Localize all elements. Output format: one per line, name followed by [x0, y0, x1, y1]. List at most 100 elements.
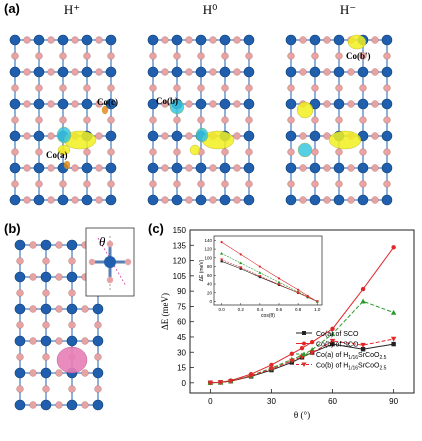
oxygen-atom — [287, 84, 295, 92]
charge-density-yellow — [347, 34, 367, 50]
charge-density-cyan — [297, 142, 313, 158]
cobalt-atom — [381, 66, 393, 78]
oxygen-atom — [233, 36, 241, 44]
oxygen-atom — [149, 52, 157, 60]
oxygen-atom — [71, 36, 79, 44]
oxygen-atom — [161, 36, 169, 44]
oxygen-atom — [71, 68, 79, 76]
cobalt-atom — [66, 399, 78, 411]
oxygen-atom — [347, 164, 355, 172]
cobalt-atom — [105, 130, 117, 142]
inset-y-tick-label: 100 — [204, 255, 212, 260]
charge-density-yellow — [328, 130, 362, 150]
structure-title-hminus: H⁻ — [340, 2, 356, 17]
cobalt-atom — [81, 194, 93, 206]
oxygen-atom — [16, 353, 24, 361]
oxygen-atom — [35, 116, 43, 124]
data-point — [217, 380, 224, 386]
inset-y-tick-label: 40 — [207, 282, 213, 287]
oxygen-atom — [11, 52, 19, 60]
inset-data-point — [277, 283, 281, 287]
oxygen-atom — [209, 36, 217, 44]
oxygen-atom — [299, 68, 307, 76]
cobalt-atom — [285, 66, 297, 78]
inset-series-4 — [220, 258, 319, 304]
cobalt-atom — [147, 162, 159, 174]
oxygen-atom — [23, 36, 31, 44]
oxygen-atom — [383, 148, 391, 156]
oxygen-atom — [83, 116, 91, 124]
hydrogen-atom — [63, 160, 71, 170]
oxygen-atom — [185, 68, 193, 76]
cobalt-atom — [381, 98, 393, 110]
legend: Co(a) of SCO Co(b) of SCO Co(a) of H1/16Sr… — [296, 331, 387, 372]
cobalt-atom — [81, 66, 93, 78]
cobalt-atom — [285, 194, 297, 206]
cobalt-atom — [195, 66, 207, 78]
oxygen-atom — [47, 132, 55, 140]
oxygen-atom — [42, 289, 50, 297]
x-tick-label: 30 — [267, 397, 276, 406]
oxygen-atom — [42, 353, 50, 361]
legend-marker — [301, 362, 307, 367]
cobalt-atom — [9, 162, 21, 174]
legend-marker — [301, 351, 307, 356]
data-point — [289, 358, 295, 364]
oxygen-atom — [323, 164, 331, 172]
oxygen-atom — [371, 36, 379, 44]
oxygen-atom — [197, 52, 205, 60]
cobalt-atom — [357, 66, 369, 78]
oxygen-atom — [359, 116, 367, 124]
oxygen-atom — [209, 100, 217, 108]
cobalt-atom — [381, 130, 393, 142]
y-tick-label: 90 — [177, 287, 186, 296]
data-point — [268, 366, 275, 372]
cobalt-atom — [33, 162, 45, 174]
cobalt-atom — [219, 34, 231, 46]
cobalt-atom — [195, 98, 207, 110]
cobalt-atom — [14, 303, 26, 315]
cobalt-atom — [40, 399, 52, 411]
oxygen-atom — [347, 196, 355, 204]
inset-data-point — [239, 266, 243, 270]
cobalt-atom — [381, 34, 393, 46]
oxygen-atom — [323, 36, 331, 44]
cobalt-atom — [171, 130, 183, 142]
oxygen-atom — [197, 116, 205, 124]
charge-density-yellow — [296, 101, 314, 119]
series-4 — [207, 336, 397, 386]
inset-x-tick-label: 0.8 — [295, 307, 302, 312]
x-tick-label: 60 — [328, 397, 337, 406]
cobalt-atom — [81, 98, 93, 110]
cobalt-atom — [171, 162, 183, 174]
oxygen-atom — [11, 84, 19, 92]
oxygen-atom — [29, 305, 37, 313]
data-point — [269, 362, 274, 368]
cobalt-atom — [66, 303, 78, 315]
cobalt-atom — [92, 335, 104, 347]
oxygen-atom — [185, 196, 193, 204]
oxygen-atom — [16, 289, 24, 297]
cobalt-atom — [195, 34, 207, 46]
data-point — [248, 373, 254, 379]
cobalt-atom — [147, 98, 159, 110]
oxygen-atom — [59, 180, 67, 188]
oxygen-atom — [299, 196, 307, 204]
cobalt-atom — [40, 335, 52, 347]
charge-density-cyan — [56, 126, 72, 144]
oxygen-atom — [47, 164, 55, 172]
oxygen-atom — [335, 84, 343, 92]
inset-data-point — [277, 277, 281, 280]
cobalt-atom — [14, 367, 26, 379]
oxygen-atom — [59, 116, 67, 124]
oxygen-atom — [185, 132, 193, 140]
cobalt-atom — [40, 367, 52, 379]
oxygen-atom — [81, 305, 89, 313]
oxygen-atom — [149, 180, 157, 188]
cobalt-atom — [105, 34, 117, 46]
cobalt-atom — [66, 335, 78, 347]
cobalt-atom — [171, 194, 183, 206]
oxygen-atom — [323, 196, 331, 204]
legend-label: Co(a) of SCO — [316, 331, 359, 338]
cobalt-atom — [333, 194, 345, 206]
